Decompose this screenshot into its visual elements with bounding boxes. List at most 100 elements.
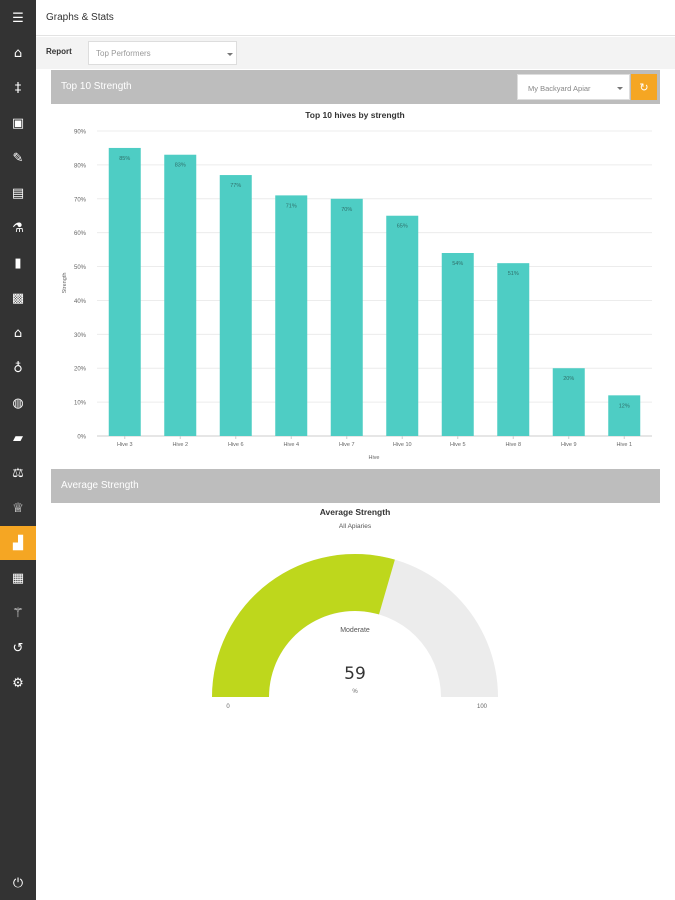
x-tick-label: Hive 8 <box>505 442 521 448</box>
sidebar-item-folder[interactable]: ▰ <box>0 421 36 455</box>
y-tick-label: 90% <box>74 130 87 136</box>
bar[interactable] <box>330 198 363 436</box>
sidebar-item-settings[interactable]: ⚙ <box>0 666 36 700</box>
bar[interactable] <box>386 215 419 436</box>
chevron-down-icon <box>227 53 233 56</box>
sidebar-item-edit[interactable]: ✎ <box>0 141 36 175</box>
bar-data-label: 54% <box>452 261 463 267</box>
money-bag-icon: ♁ <box>13 360 23 376</box>
bar-data-label: 51% <box>508 271 519 277</box>
y-tick-label: 20% <box>74 367 87 373</box>
gauge-unit: % <box>352 689 358 695</box>
sidebar-item-toolbox[interactable]: ▩ <box>0 281 36 315</box>
sidebar-item-money-bag[interactable]: ♁ <box>0 351 36 385</box>
average-strength-panel-header: Average Strength <box>51 469 660 503</box>
bar-data-label: 83% <box>175 163 186 169</box>
x-tick-label: Hive 9 <box>561 442 577 448</box>
x-tick-label: Hive 3 <box>117 442 133 448</box>
bar[interactable] <box>552 368 585 436</box>
y-tick-label: 70% <box>74 197 87 203</box>
sidebar-item-chart[interactable]: ▟ <box>0 526 36 560</box>
gauge-value: 59 <box>344 664 366 684</box>
sidebar-item-grid[interactable]: ▦ <box>0 561 36 595</box>
sidebar-item-balance[interactable]: ⚖ <box>0 456 36 490</box>
bar-data-label: 77% <box>230 183 241 189</box>
chart-title: Top 10 hives by strength <box>305 110 405 120</box>
report-select-value: Top Performers <box>96 49 151 58</box>
top-strength-panel-header: Top 10 Strength My Backyard Apiar ↻ <box>51 70 660 104</box>
sidebar-item-jar[interactable]: ▮ <box>0 246 36 280</box>
apiary-select-value: My Backyard Apiar <box>528 84 591 93</box>
bar[interactable] <box>164 154 197 436</box>
x-tick-label: Hive 5 <box>450 442 466 448</box>
sidebar-item-magic-wand[interactable]: ⚚ <box>0 596 36 630</box>
report-select[interactable]: Top Performers <box>88 41 237 65</box>
sidebar-item-hive[interactable]: ⌂ <box>0 316 36 350</box>
bar-data-label: 85% <box>119 156 130 162</box>
x-tick-label: Hive 1 <box>616 442 632 448</box>
y-tick-label: 30% <box>74 333 87 339</box>
sidebar-item-globe[interactable]: ◍ <box>0 386 36 420</box>
y-tick-label: 10% <box>74 401 87 407</box>
sidebar-item-home[interactable]: ⌂ <box>0 36 36 70</box>
gauge-max-label: 100 <box>477 704 488 710</box>
bar[interactable] <box>441 253 474 436</box>
globe-icon: ◍ <box>12 395 24 411</box>
y-tick-label: 0% <box>77 435 86 441</box>
sidebar-item-list[interactable]: ▤ <box>0 176 36 210</box>
sidebar-item-basket[interactable]: ♕ <box>0 491 36 525</box>
y-tick-label: 40% <box>74 299 87 305</box>
bar-data-label: 20% <box>563 376 574 382</box>
chevron-down-icon <box>617 87 623 90</box>
sidebar-item-apiary[interactable]: ‡ <box>0 71 36 105</box>
bar[interactable] <box>108 147 141 436</box>
x-axis-label: Hive <box>368 455 379 461</box>
bar-data-label: 12% <box>619 403 630 409</box>
list-icon: ▤ <box>11 185 25 201</box>
home-icon: ⌂ <box>13 45 23 61</box>
y-tick-label: 80% <box>74 163 87 169</box>
sidebar: ☰ ⌂ ‡ ▣ ✎ ▤ ⚗ ▮ ▩ ⌂ ♁ ◍ ▰ ⚖ ♕ ▟ ▦ ⚚ ↺ ⚙ ⏻ <box>0 0 36 900</box>
bar[interactable] <box>497 263 530 436</box>
chart-icon: ▟ <box>13 535 23 551</box>
toolbox-icon: ▩ <box>11 290 25 306</box>
top-strength-panel-title: Top 10 Strength <box>61 81 132 92</box>
apiary-select[interactable]: My Backyard Apiar <box>517 74 630 100</box>
average-strength-gauge: Average Strength All Apiaries Moderate 59% 0… <box>212 507 498 710</box>
strength-bar-chart: Top 10 hives by strength 0% 10% 20% 30% 40% 50… <box>62 110 652 461</box>
bar-data-label: 65% <box>397 224 408 230</box>
folder-icon: ▰ <box>13 430 23 446</box>
menu-icon: ☰ <box>12 10 24 26</box>
grid-icon: ▦ <box>11 570 25 586</box>
refresh-icon: ↻ <box>639 80 649 94</box>
hive-icon: ⌂ <box>13 325 23 341</box>
sidebar-item-flask[interactable]: ⚗ <box>0 211 36 245</box>
basket-icon: ♕ <box>12 500 24 516</box>
x-tick-label: Hive 6 <box>228 442 244 448</box>
flask-icon: ⚗ <box>12 220 24 236</box>
bar[interactable] <box>608 395 641 436</box>
jar-icon: ▮ <box>14 255 22 271</box>
top-bar: Graphs & Stats <box>36 0 675 36</box>
magic-wand-icon: ⚚ <box>12 605 24 621</box>
page-title: Graphs & Stats <box>46 12 114 23</box>
report-label: Report <box>46 47 72 56</box>
bar-data-label: 70% <box>341 207 352 213</box>
average-strength-panel-title: Average Strength <box>61 480 139 491</box>
sidebar-item-inbox[interactable]: ▣ <box>0 106 36 140</box>
refresh-button[interactable]: ↻ <box>631 74 657 100</box>
y-tick-label: 50% <box>74 265 87 271</box>
gauge-band-label: Moderate <box>340 627 370 634</box>
x-tick-label: Hive 2 <box>172 442 188 448</box>
x-tick-label: Hive 7 <box>339 442 355 448</box>
settings-icon: ⚙ <box>12 675 24 691</box>
report-bar: Report Top Performers <box>36 37 675 69</box>
sidebar-item-history[interactable]: ↺ <box>0 631 36 665</box>
bar[interactable] <box>219 175 252 437</box>
gauge-min-label: 0 <box>226 704 230 710</box>
sidebar-item-power[interactable]: ⏻ <box>0 866 36 900</box>
y-axis-label: Strength <box>62 273 68 294</box>
bar[interactable] <box>275 195 308 436</box>
sidebar-item-menu[interactable]: ☰ <box>0 1 36 35</box>
inbox-icon: ▣ <box>11 115 25 131</box>
